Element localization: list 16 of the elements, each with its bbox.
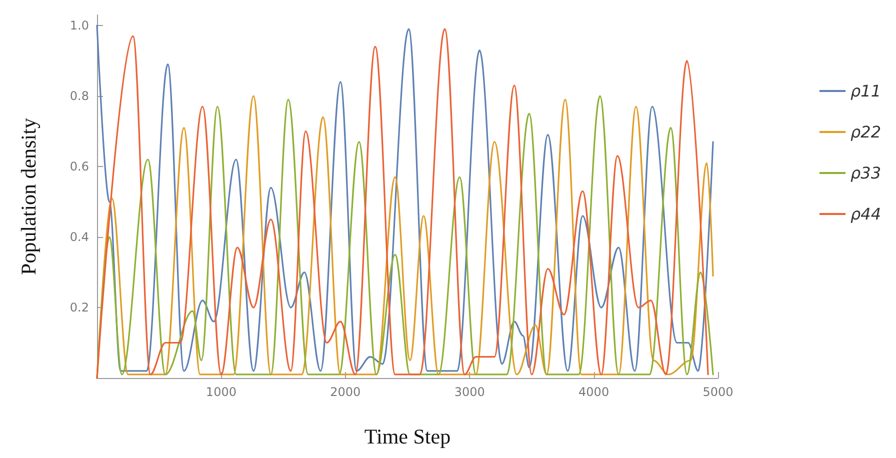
x-axis-title: Time Step <box>364 424 451 448</box>
x-tick-label: 5000 <box>702 385 734 399</box>
y-tick-label: 1.0 <box>70 18 89 33</box>
x-tick-label: 4000 <box>578 385 610 399</box>
legend-label: ρ33 <box>850 164 881 182</box>
y-tick-label: 0.8 <box>70 89 89 104</box>
legend-label: ρ11 <box>850 82 881 100</box>
x-tick-label: 1000 <box>206 385 236 399</box>
y-tick-label: 0.6 <box>70 160 89 174</box>
legend-label: ρ44 <box>850 204 881 224</box>
y-tick-label: 0.4 <box>70 230 89 244</box>
x-tick-label: 2000 <box>330 385 361 399</box>
y-tick-label: 0.2 <box>70 300 89 315</box>
legend-label: ρ22 <box>850 122 881 142</box>
y-axis-title: Population density <box>16 118 40 275</box>
x-tick-label: 3000 <box>454 385 485 399</box>
